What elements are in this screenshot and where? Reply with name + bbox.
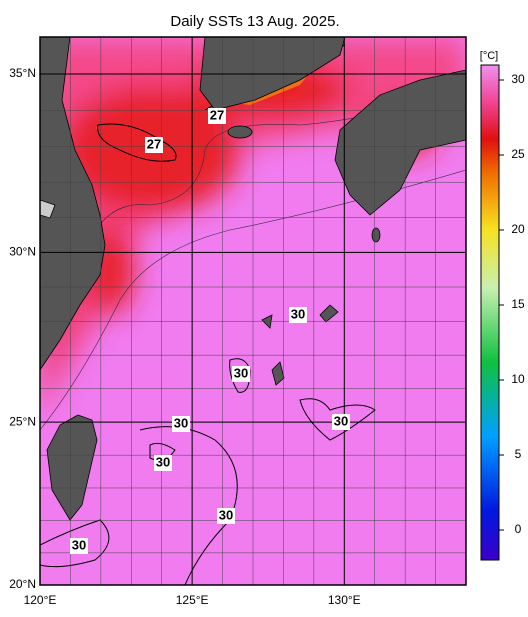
contour-label-bg [208,108,226,124]
colorbar-tick-label: 25 [511,147,525,161]
colorbar-tick-label: 0 [515,522,522,536]
contour-label-bg [217,508,235,524]
contour-label-bg [145,137,163,153]
lon-tick-label: 120°E [24,593,57,607]
lon-tick-label: 130°E [328,593,361,607]
lat-tick-label: 35°N [9,66,36,80]
colorbar-tick-label: 20 [511,222,525,236]
contour-label-bg [172,416,190,432]
contour-label-bg [232,366,250,382]
lat-tick-label: 25°N [9,414,36,428]
map-area: 27 27 30 30 30 30 30 30 30 [40,37,466,585]
colorbar-tick-label: 10 [511,372,525,386]
contour-label: 27 [210,107,224,122]
contour-label-bg [332,414,350,430]
contour-label: 27 [147,136,161,151]
contour-label-bg [154,455,172,471]
contour-labels: 27 27 30 30 30 30 30 30 30 [70,107,350,554]
contour-label-bg [70,538,88,554]
colorbar-tick-label: 30 [511,72,525,86]
contour-label: 30 [72,537,86,552]
colorbar-tick-label: 5 [515,447,522,461]
map-title: Daily SSTs 13 Aug. 2025. [170,13,339,30]
graticule [40,37,466,585]
contour-label: 30 [334,413,348,428]
contour-label: 30 [234,365,248,380]
map-frame [39,36,467,586]
contour-label: 30 [156,454,170,469]
contour-label-bg [289,307,307,323]
colorbar-tick-label: 15 [511,297,525,311]
colorbar-unit: [°C] [480,50,498,62]
contour-label: 30 [291,306,305,321]
contour-label: 30 [219,507,233,522]
lon-tick-label: 125°E [176,593,209,607]
contour-label: 30 [174,415,188,430]
lat-tick-label: 20°N [9,577,36,591]
lat-tick-label: 30°N [9,245,36,259]
colorbar [480,64,500,561]
